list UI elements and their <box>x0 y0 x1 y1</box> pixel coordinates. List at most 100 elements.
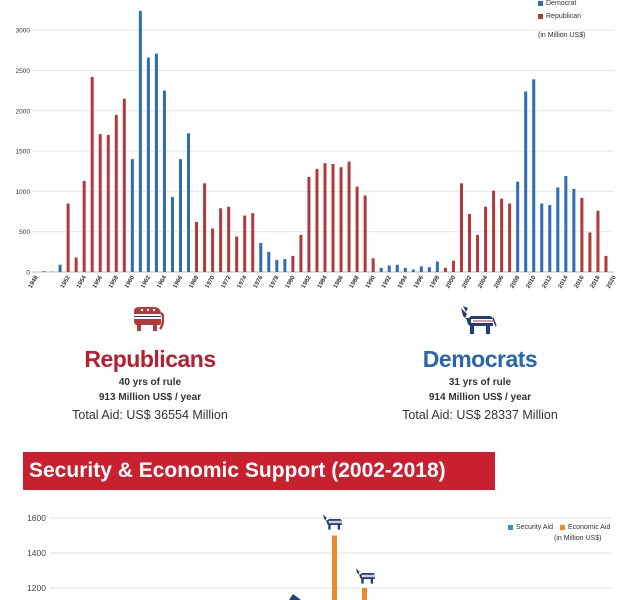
legend-economic-swatch <box>559 525 565 530</box>
bar <box>82 180 86 272</box>
bar <box>227 206 231 272</box>
y-tick-label: 1600 <box>27 513 46 523</box>
y-tick-label: 2500 <box>16 68 31 75</box>
bar <box>379 267 383 272</box>
x-tick-label: 1952 <box>60 274 72 289</box>
bar <box>170 197 174 272</box>
legend-republican-swatch <box>538 14 543 19</box>
bar <box>162 90 166 273</box>
democrats-title: Democrats <box>422 346 538 372</box>
bar <box>476 234 480 272</box>
x-tick-label: 1982 <box>301 274 313 289</box>
x-tick-label: 1976 <box>253 274 265 289</box>
x-tick-label: 1988 <box>349 274 361 289</box>
x-tick-label: 2002 <box>461 274 473 289</box>
bar <box>588 232 592 272</box>
bar <box>259 242 263 272</box>
x-tick-label: 1974 <box>237 274 249 289</box>
bar <box>219 208 223 272</box>
bar <box>211 228 215 272</box>
legend-economic-label: Economic Aid <box>567 524 611 531</box>
bar <box>98 134 102 272</box>
x-tick-label: 1960 <box>124 274 136 289</box>
democrats-years: 31 yrs of rule <box>448 377 512 388</box>
x-tick-label: 1966 <box>172 274 184 289</box>
x-tick-label: 2012 <box>542 274 554 289</box>
bar <box>508 203 512 272</box>
y-tick-label: 500 <box>19 229 30 236</box>
bar <box>564 176 568 272</box>
bar <box>146 57 150 273</box>
section-banner-title: Security & Economic Support (2002-2018) <box>29 459 446 482</box>
x-tick-label: 2014 <box>558 274 570 289</box>
y-tick-label: 2000 <box>16 108 31 115</box>
bar <box>524 91 528 273</box>
x-tick-label: 1964 <box>156 274 168 289</box>
republicans-years: 40 yrs of rule <box>118 377 182 388</box>
bar <box>267 251 271 272</box>
bar <box>516 181 520 272</box>
x-tick-label: 1986 <box>333 274 345 289</box>
aid-by-year-chart: 0 500 1000 1500 2000 2500 3000 1948 1952 1954 1956… <box>16 10 618 290</box>
bar <box>243 215 247 272</box>
x-tick-label: 1962 <box>140 274 152 289</box>
legend-bottom-items: Security Aid Economic Aid <box>508 524 610 531</box>
y-tick-label: 1000 <box>16 189 31 196</box>
bar <box>106 134 110 272</box>
x-tick-label: 1980 <box>285 274 297 289</box>
legend-security-label: Security Aid <box>516 524 553 531</box>
bar <box>596 210 600 272</box>
y-tick-label: 1400 <box>27 548 46 558</box>
bar <box>331 163 335 272</box>
legend-unit: (in Million US$) <box>538 29 585 42</box>
x-tick-label: 1998 <box>429 274 441 289</box>
legend-bottom-unit: (in Million US$) <box>554 535 602 542</box>
democrats-per-year: 914 Million US$ / year <box>428 392 532 403</box>
bar <box>572 188 576 272</box>
bar <box>443 267 447 272</box>
bar <box>332 535 337 600</box>
bar <box>387 265 391 272</box>
x-tick-label: 2016 <box>574 274 586 289</box>
bar <box>90 76 94 272</box>
bar <box>395 264 399 272</box>
donkey-icon <box>356 568 375 584</box>
bar <box>580 197 584 272</box>
bar <box>138 10 142 272</box>
security-economic-chart: 1200 1400 1600 <box>27 513 612 600</box>
x-tick-label: 1948 <box>28 274 40 289</box>
legend-republican-label: Republican <box>546 13 582 20</box>
bar <box>427 267 431 272</box>
bar <box>195 222 199 272</box>
bar <box>275 259 279 272</box>
legend-security-swatch <box>508 525 513 530</box>
bar <box>42 271 46 272</box>
bottom-chart-legend: Security Aid Economic Aid (in Million US… <box>508 524 610 542</box>
bar <box>291 255 295 272</box>
x-tick-label: 1970 <box>204 274 216 289</box>
bar <box>556 187 560 272</box>
bar <box>484 206 488 272</box>
x-tick-label: 1968 <box>188 274 200 289</box>
bar <box>451 260 455 272</box>
republicans-title: Republicans <box>84 346 216 372</box>
bar <box>203 183 207 272</box>
y-tick-label: 1200 <box>27 583 46 593</box>
democrats-summary: Democrats 31 yrs of rule 914 Million US$… <box>390 346 570 422</box>
bar <box>339 167 343 272</box>
donkey-icon <box>323 514 342 530</box>
legend-republican: Republican <box>538 10 585 23</box>
x-tick-label: 1992 <box>381 274 393 289</box>
x-tick-label: 2000 <box>445 274 457 289</box>
bar <box>371 258 375 272</box>
bar <box>347 161 351 272</box>
bar <box>66 203 70 272</box>
bar <box>307 176 311 272</box>
bar <box>235 236 239 272</box>
bar <box>114 114 118 273</box>
x-tick-label: 2004 <box>477 274 489 289</box>
bar <box>355 186 359 272</box>
x-tick-label: 1978 <box>269 274 281 289</box>
bar <box>299 234 303 272</box>
